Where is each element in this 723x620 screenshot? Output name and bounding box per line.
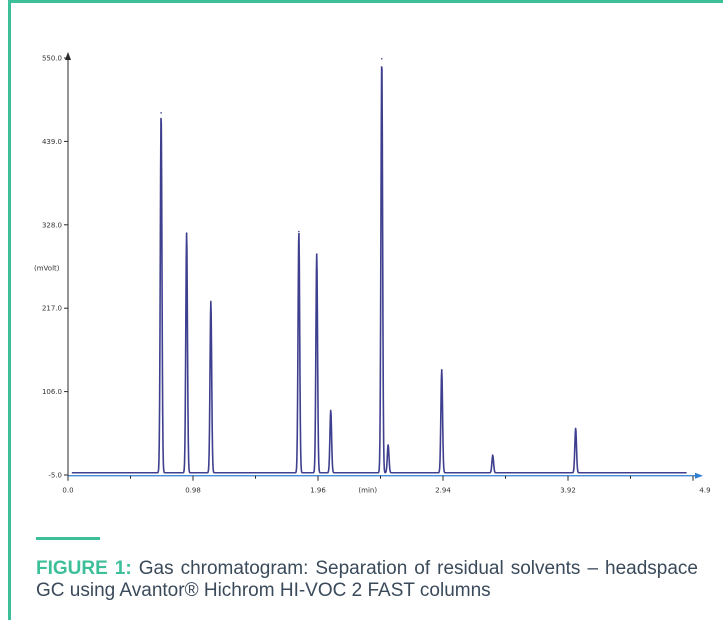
peak-apex (387, 444, 389, 446)
peak-apex (160, 112, 162, 114)
figure-caption-label: FIGURE 1: (36, 558, 132, 579)
peak-markers (160, 57, 577, 457)
y-tick-label: 328.0 (42, 221, 62, 229)
frame-border (8, 0, 723, 620)
peak-apex (491, 454, 494, 457)
peak-apex (298, 230, 300, 233)
peak-apex (440, 369, 443, 371)
y-tick-label: 106.0 (42, 388, 62, 396)
chromatogram-chart: -5.0 106.0 217.0 328.0 439.0 550.0 0.0 0.98 1.9… (34, 52, 711, 495)
x-axis-arrowhead (695, 472, 703, 479)
y-tick-label: -5.0 (48, 472, 62, 480)
figure-caption: FIGURE 1: Gas chromatogram: Separation o… (36, 558, 698, 620)
peak-apex (329, 409, 332, 412)
peak-apex (185, 232, 188, 234)
y-axis-label: (mVolt) (34, 264, 60, 272)
x-axis-label: (min) (358, 487, 377, 495)
peak-apex (574, 427, 577, 430)
peak-apex (210, 300, 212, 303)
x-tick-label: 4.9 (699, 487, 710, 495)
y-tick-label: 439.0 (42, 138, 62, 146)
y-ticks: -5.0 106.0 217.0 328.0 439.0 550.0 (42, 55, 68, 480)
caption-accent-rule (36, 537, 100, 540)
chromatogram-trace (71, 66, 687, 474)
x-tick-label: 0.0 (62, 487, 73, 495)
peak-apex (315, 253, 318, 255)
peak-apex (380, 57, 383, 60)
y-tick-label: 217.0 (42, 305, 62, 313)
x-tick-label: 1.96 (310, 487, 326, 495)
x-ticks: 0.0 0.98 1.96 2.94 3.92 4.9 (62, 475, 711, 495)
x-tick-label: 2.94 (435, 487, 451, 495)
y-axis-arrowhead (65, 52, 71, 60)
figure-caption-text: Gas chromatogram: Separation of residual… (36, 558, 698, 601)
y-tick-label: 550.0 (42, 55, 62, 63)
x-tick-label: 3.92 (560, 487, 576, 495)
x-tick-label: 0.98 (185, 487, 201, 495)
